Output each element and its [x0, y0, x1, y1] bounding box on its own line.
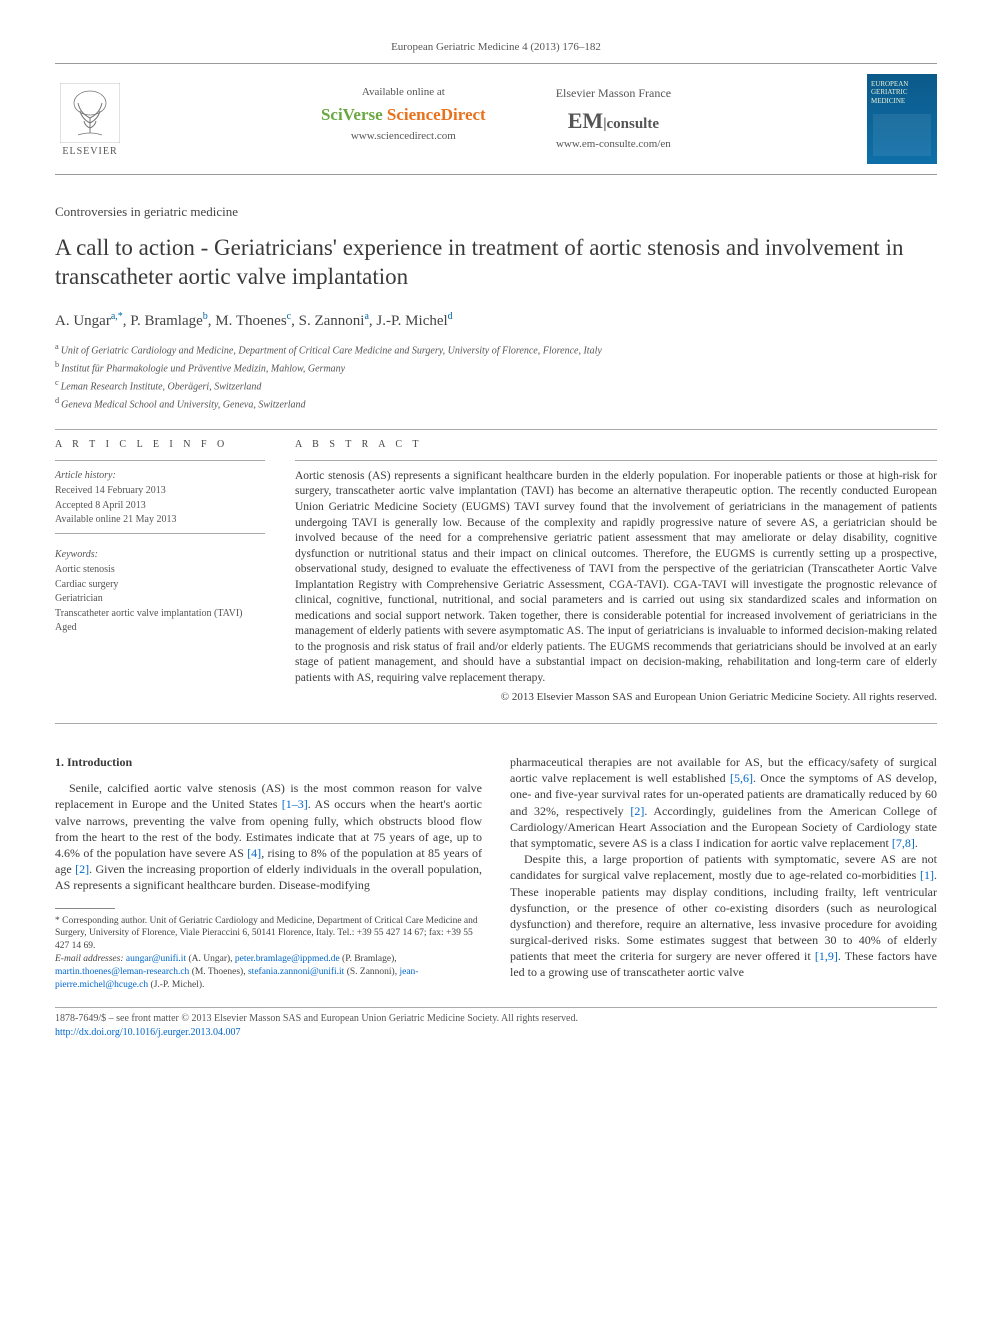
elsevier-label: ELSEVIER	[62, 145, 117, 159]
article-info-heading: A R T I C L E I N F O	[55, 438, 265, 452]
corresponding-author-footnote: * Corresponding author. Unit of Geriatri…	[55, 915, 482, 953]
author: P. Bramlage	[130, 313, 203, 329]
author: J.-P. Michel	[376, 313, 447, 329]
article-type: Controversies in geriatric medicine	[55, 203, 937, 221]
rule	[55, 429, 937, 430]
authors-line: A. Ungara,*, P. Bramlageb, M. Thoenesc, …	[55, 310, 937, 331]
affiliation: Leman Research Institute, Oberägeri, Swi…	[61, 381, 262, 392]
journal-cover-icon: EUROPEAN GERIATRIC MEDICINE	[867, 74, 937, 164]
em-brand: EM|consulte	[556, 106, 671, 136]
body-column-right: pharmaceutical therapies are not availab…	[510, 754, 937, 991]
sciencedirect-block: Available online at SciVerse ScienceDire…	[321, 85, 486, 152]
body-column-left: 1. Introduction Senile, calcified aortic…	[55, 754, 482, 991]
citation-link[interactable]: [1]	[920, 868, 934, 882]
citation-link[interactable]: [2]	[630, 804, 644, 818]
citation-link[interactable]: [1–3]	[282, 797, 308, 811]
article-title: A call to action - Geriatricians' experi…	[55, 234, 937, 292]
publisher-name: Elsevier Masson France	[556, 85, 671, 101]
history-item: Available online 21 May 2013	[55, 513, 265, 527]
footer-copyright: 1878-7649/$ – see front matter © 2013 El…	[55, 1012, 937, 1026]
email-footnote: E-mail addresses: aungar@unifi.it (A. Un…	[55, 953, 482, 991]
sciverse-brand: SciVerse ScienceDirect	[321, 104, 486, 127]
author: M. Thoenes	[215, 313, 286, 329]
affiliation: Unit of Geriatric Cardiology and Medicin…	[61, 345, 602, 356]
author: S. Zannoni	[299, 313, 365, 329]
body-columns: 1. Introduction Senile, calcified aortic…	[55, 754, 937, 991]
available-text: Available online at	[321, 85, 486, 100]
citation-link[interactable]: [2]	[75, 862, 89, 876]
email-link[interactable]: peter.bramlage@ippmed.de	[235, 954, 340, 964]
article-info: A R T I C L E I N F O Article history: R…	[55, 438, 265, 705]
keyword: Aortic stenosis	[55, 563, 265, 577]
history-item: Received 14 February 2013	[55, 484, 265, 498]
doi-link[interactable]: http://dx.doi.org/10.1016/j.eurger.2013.…	[55, 1026, 937, 1040]
abstract-heading: A B S T R A C T	[295, 438, 937, 452]
elsevier-logo: ELSEVIER	[55, 79, 125, 159]
emconsulte-url[interactable]: www.em-consulte.com/en	[556, 137, 671, 152]
keyword: Transcatheter aortic valve implantation …	[55, 607, 265, 621]
section-heading: 1. Introduction	[55, 754, 482, 770]
paragraph: pharmaceutical therapies are not availab…	[510, 754, 937, 851]
tree-icon	[60, 83, 120, 143]
citation-link[interactable]: [7,8]	[892, 836, 915, 850]
history-item: Accepted 8 April 2013	[55, 499, 265, 513]
history-label: Article history:	[55, 469, 265, 483]
citation-link[interactable]: [4]	[247, 846, 261, 860]
emconsulte-block: Elsevier Masson France EM|consulte www.e…	[556, 85, 671, 152]
citation-link[interactable]: [5,6]	[730, 771, 753, 785]
page-footer: 1878-7649/$ – see front matter © 2013 El…	[55, 1007, 937, 1039]
rule	[55, 723, 937, 724]
email-link[interactable]: martin.thoenes@leman-research.ch	[55, 967, 189, 977]
affiliation: Institut für Pharmakologie und Präventiv…	[61, 363, 345, 374]
top-banner: ELSEVIER Available online at SciVerse Sc…	[55, 63, 937, 175]
author: A. Ungar	[55, 313, 111, 329]
keyword: Geriatrician	[55, 592, 265, 606]
paragraph: Despite this, a large proportion of pati…	[510, 851, 937, 981]
affiliation: Geneva Medical School and University, Ge…	[61, 399, 305, 410]
keyword: Cardiac surgery	[55, 578, 265, 592]
email-link[interactable]: stefania.zannoni@unifi.it	[248, 967, 344, 977]
journal-citation: European Geriatric Medicine 4 (2013) 176…	[55, 40, 937, 55]
footnote-rule	[55, 908, 115, 909]
abstract-text: Aortic stenosis (AS) represents a signif…	[295, 469, 937, 686]
abstract: A B S T R A C T Aortic stenosis (AS) rep…	[295, 438, 937, 705]
keywords-label: Keywords:	[55, 548, 265, 562]
keyword: Aged	[55, 621, 265, 635]
paragraph: Senile, calcified aortic valve stenosis …	[55, 780, 482, 893]
affiliations: aUnit of Geriatric Cardiology and Medici…	[55, 341, 937, 411]
email-link[interactable]: aungar@unifi.it	[126, 954, 186, 964]
citation-link[interactable]: [1,9]	[815, 949, 838, 963]
banner-middle: Available online at SciVerse ScienceDire…	[321, 85, 671, 152]
abstract-copyright: © 2013 Elsevier Masson SAS and European …	[295, 690, 937, 705]
sciencedirect-url[interactable]: www.sciencedirect.com	[321, 129, 486, 144]
